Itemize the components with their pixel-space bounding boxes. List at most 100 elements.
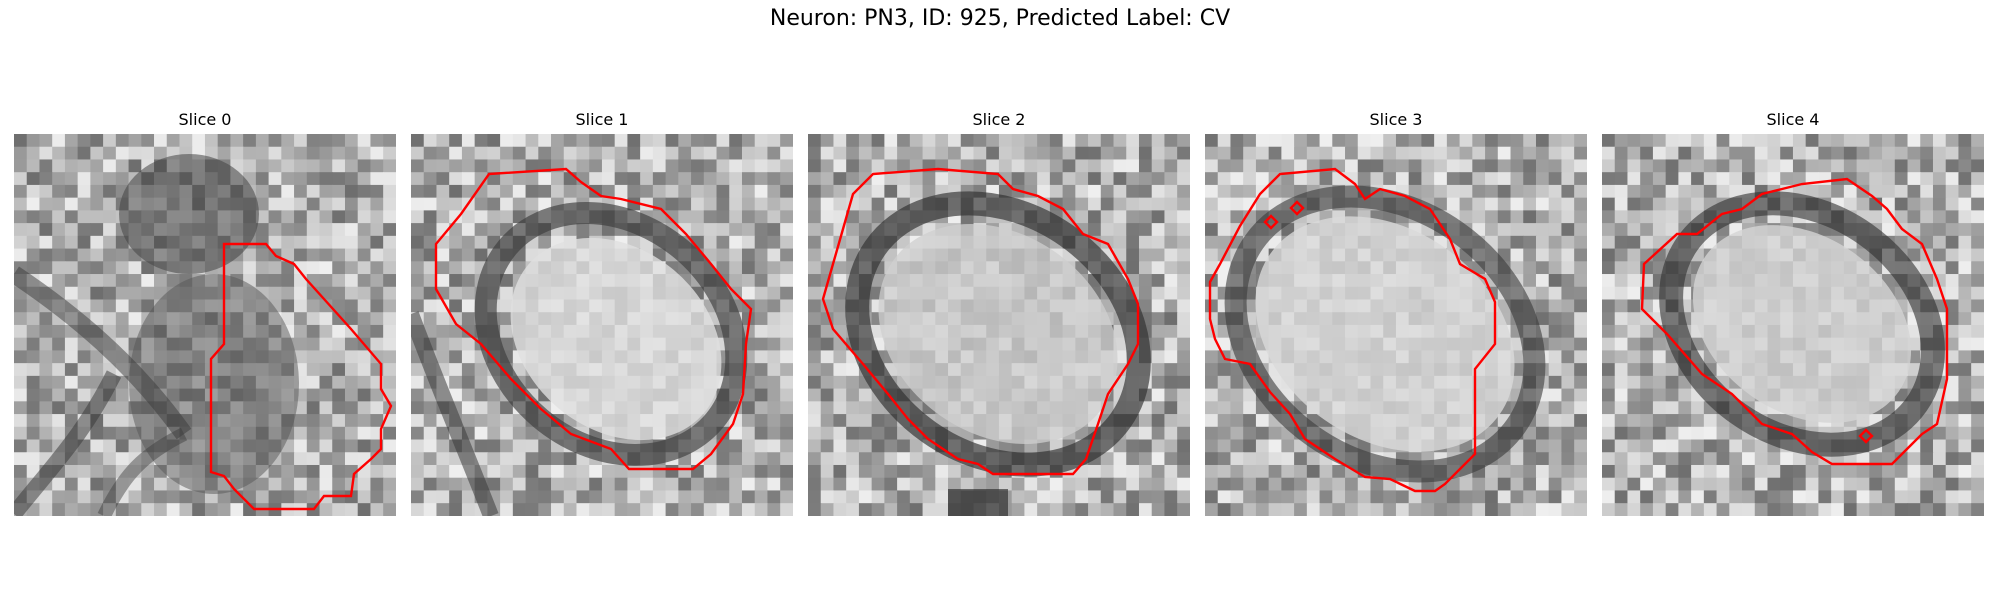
texture-pixel	[1523, 464, 1537, 479]
texture-pixel	[551, 477, 565, 492]
texture-pixel	[833, 452, 847, 466]
texture-pixel	[1306, 503, 1321, 516]
texture-pixel	[512, 363, 527, 377]
texture-pixel	[754, 363, 769, 377]
texture-pixel	[1164, 312, 1178, 326]
texture-pixel	[154, 146, 168, 161]
texture-pixel	[780, 464, 793, 479]
texture-pixel	[474, 197, 488, 211]
texture-pixel	[1971, 503, 1984, 516]
texture-pixel	[563, 490, 578, 504]
texture-pixel	[846, 184, 860, 199]
texture-pixel	[128, 274, 142, 288]
texture-pixel	[1678, 210, 1692, 224]
texture-pixel	[909, 184, 924, 199]
texture-pixel	[436, 503, 450, 516]
texture-pixel	[1665, 490, 1679, 504]
texture-pixel	[1177, 286, 1190, 301]
texture-pixel	[1932, 184, 1947, 199]
texture-pixel	[512, 197, 527, 211]
texture-pixel	[1217, 197, 1232, 211]
texture-pixel	[858, 197, 873, 211]
texture-pixel	[39, 223, 53, 237]
texture-pixel	[1703, 134, 1718, 148]
texture-pixel	[767, 159, 781, 173]
texture-pixel	[383, 464, 396, 479]
texture-pixel	[1138, 464, 1153, 479]
texture-pixel	[846, 477, 860, 492]
texture-pixel	[1805, 134, 1820, 148]
texture-pixel	[808, 324, 822, 339]
texture-pixel	[1602, 324, 1616, 339]
texture-pixel	[1230, 184, 1244, 199]
texture-pixel	[1729, 172, 1743, 186]
texture-pixel	[1383, 490, 1397, 504]
texture-pixel	[1177, 401, 1190, 415]
texture-pixel	[1523, 490, 1537, 504]
texture-pixel	[538, 477, 552, 492]
texture-pixel	[52, 350, 66, 364]
texture-pixel	[500, 159, 514, 173]
texture-pixel	[1548, 477, 1563, 492]
texture-pixel	[1281, 490, 1295, 504]
texture-pixel	[1011, 490, 1026, 504]
texture-pixel	[1843, 159, 1858, 173]
texture-pixel	[436, 439, 450, 453]
texture-pixel	[627, 503, 641, 516]
texture-pixel	[808, 210, 822, 224]
texture-pixel	[332, 414, 346, 428]
texture-pixel	[754, 235, 769, 250]
texture-pixel	[1958, 337, 1972, 352]
cell-interior	[510, 237, 722, 441]
texture-pixel	[461, 503, 476, 516]
texture-pixel	[500, 184, 514, 199]
texture-pixel	[1574, 235, 1587, 250]
texture-pixel	[808, 464, 822, 479]
texture-pixel	[1920, 210, 1934, 224]
slice-image-0	[14, 134, 396, 516]
texture-pixel	[1255, 490, 1270, 504]
texture-pixel	[1818, 503, 1832, 516]
texture-pixel	[1792, 503, 1807, 516]
texture-pixel	[1217, 261, 1232, 275]
texture-pixel	[1805, 503, 1820, 516]
texture-pixel	[1932, 426, 1947, 441]
texture-pixel	[1729, 464, 1743, 479]
texture-pixel	[500, 146, 514, 161]
cell-interior	[1692, 225, 1912, 423]
texture-pixel	[1894, 452, 1909, 466]
texture-pixel	[90, 134, 104, 148]
texture-pixel	[243, 134, 257, 148]
texture-pixel	[1151, 159, 1166, 173]
texture-pixel	[754, 503, 769, 516]
texture-pixel	[1627, 261, 1641, 275]
texture-pixel	[1869, 490, 1883, 504]
texture-pixel	[601, 184, 616, 199]
texture-pixel	[1831, 184, 1845, 199]
texture-pixel	[1164, 159, 1178, 173]
texture-pixel	[268, 235, 282, 250]
texture-pixel	[1602, 312, 1616, 326]
texture-pixel	[1856, 477, 1870, 492]
texture-pixel	[14, 134, 28, 148]
texture-pixel	[1652, 210, 1667, 224]
texture-pixel	[767, 274, 781, 288]
texture-pixel	[1665, 388, 1679, 402]
texture-pixel	[1678, 159, 1692, 173]
texture-pixel	[294, 235, 308, 250]
texture-pixel	[1497, 184, 1512, 199]
texture-pixel	[1088, 184, 1102, 199]
texture-pixel	[935, 172, 949, 186]
texture-pixel	[601, 134, 616, 148]
texture-pixel	[1652, 439, 1667, 453]
texture-pixel	[858, 503, 873, 516]
texture-pixel	[1024, 134, 1038, 148]
texture-pixel	[487, 159, 501, 173]
texture-pixel	[1561, 350, 1575, 364]
texture-pixel	[255, 134, 270, 148]
texture-pixel	[563, 184, 578, 199]
texture-pixel	[846, 375, 860, 390]
texture-pixel	[589, 146, 603, 161]
texture-pixel	[551, 184, 565, 199]
texture-pixel	[1151, 452, 1166, 466]
